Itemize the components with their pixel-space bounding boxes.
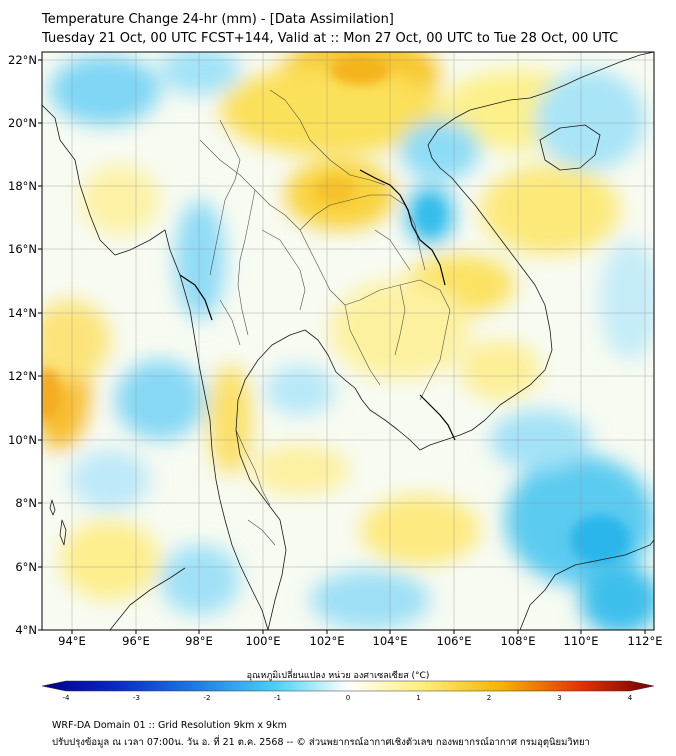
latitude-label: 14°N <box>8 306 37 320</box>
longitude-label: 100°E <box>246 634 281 648</box>
longitude-label: 104°E <box>373 634 408 648</box>
longitude-label: 110°E <box>564 634 599 648</box>
plot-frame <box>41 51 655 631</box>
country-borders <box>179 169 456 441</box>
latitude-label: 6°N <box>15 560 37 574</box>
colorbar-tick-label: 3 <box>557 694 561 702</box>
map-subtitle: Tuesday 21 Oct, 00 UTC FCST+144, Valid a… <box>42 31 619 46</box>
temperature-field <box>42 52 654 630</box>
latitude-label: 8°N <box>15 496 37 510</box>
colorbar-label: อุณหภูมิเปลี่ยนแปลง หน่วย องศาเซลเซียส (… <box>246 671 430 681</box>
longitude-label: 96°E <box>122 634 150 648</box>
coastlines <box>42 52 654 630</box>
colorbar-tick-label: -1 <box>274 694 281 702</box>
latitude-label: 18°N <box>8 179 37 193</box>
colorbar-tick-label: 2 <box>487 694 491 702</box>
latitude-label: 22°N <box>8 53 37 67</box>
footer-update-info: ปรับปรุงข้อมูล ณ เวลา 07:00น. วัน อ. ที่… <box>52 737 590 748</box>
longitude-axis: 94°E 96°E 98°E 100°E 102°E 104°E 106°E 108°E 110… <box>58 630 662 648</box>
footer-model-info: WRF-DA Domain 01 :: Grid Resolution 9km … <box>52 720 287 731</box>
province-borders <box>199 89 451 546</box>
latitude-label: 16°N <box>8 242 37 256</box>
latitude-label: 12°N <box>8 369 37 383</box>
longitude-label: 106°E <box>437 634 472 648</box>
longitude-label: 108°E <box>501 634 536 648</box>
colorbar-tick-label: -2 <box>204 694 211 702</box>
graticule <box>42 52 654 630</box>
colorbar-tick-label: -4 <box>63 694 71 702</box>
colorbar-tick-label: 0 <box>346 694 350 702</box>
map-title: Temperature Change 24-hr (mm) - [Data As… <box>42 12 394 27</box>
colorbar: -4 -3 -2 -1 0 1 2 3 4 <box>41 680 655 702</box>
longitude-label: 98°E <box>185 634 213 648</box>
latitude-label: 4°N <box>15 623 37 637</box>
longitude-label: 102°E <box>310 634 345 648</box>
latitude-label: 20°N <box>8 116 37 130</box>
colorbar-tick-label: 4 <box>628 694 633 702</box>
latitude-axis: 22°N 20°N 18°N 16°N 14°N 12°N 10°N 8°N 6°N 4°N <box>8 53 42 637</box>
colorbar-tick-label: 1 <box>416 694 420 702</box>
latitude-label: 10°N <box>8 433 37 447</box>
longitude-label: 94°E <box>58 634 86 648</box>
colorbar-tick-label: -3 <box>133 694 140 702</box>
longitude-label: 112°E <box>628 634 663 648</box>
